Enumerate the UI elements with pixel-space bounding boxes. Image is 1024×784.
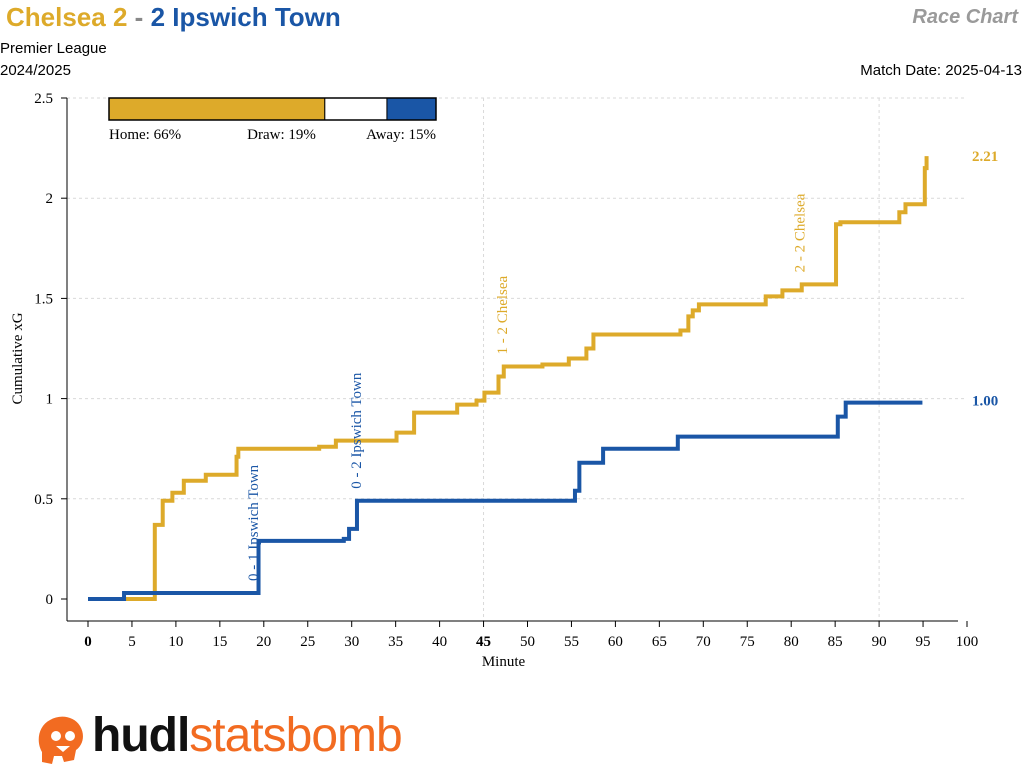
home-final-xg-label: 2.21 <box>972 149 998 165</box>
competition-name: Premier League <box>0 40 107 57</box>
x-tick-label: 80 <box>784 634 799 650</box>
x-tick-label: 100 <box>956 634 979 650</box>
x-tick-label: 20 <box>256 634 271 650</box>
draw-probability-label: Draw: 19% <box>247 127 316 143</box>
home-probability-segment <box>108 97 326 121</box>
away-score: 2 <box>150 2 166 32</box>
series-lines: 2.21 1.00 <box>88 149 998 601</box>
away-final-xg-label: 1.00 <box>972 394 998 410</box>
x-tick-label: 10 <box>168 634 183 650</box>
x-tick-label: 30 <box>344 634 359 650</box>
axes: 0 0.5 1 1.5 2 2.5 0 5 10 15 20 25 30 35 40 45 50 55 60 65 70… <box>34 91 978 650</box>
away-probability-segment <box>386 97 437 121</box>
x-tick-label: 35 <box>388 634 403 650</box>
x-tick-label: 25 <box>300 634 315 650</box>
goal-annotation: 0 - 1 Ipswich Town <box>246 464 262 581</box>
x-tick-label: 45 <box>476 634 491 650</box>
x-tick-label: 85 <box>828 634 843 650</box>
logo-text-statsbomb: statsbomb <box>189 709 402 762</box>
statsbomb-logo-icon <box>38 716 83 764</box>
probability-bar-frame <box>108 97 437 121</box>
x-tick-label: 95 <box>916 634 931 650</box>
y-axis-label: Cumulative xG <box>10 312 26 404</box>
match-title: Chelsea 2 - 2 Ipswich Town <box>6 2 341 33</box>
away-probability-label: Away: 15% <box>366 127 436 143</box>
x-tick-label: 0 <box>84 634 92 650</box>
goal-annotation: 1 - 2 Chelsea <box>495 275 511 354</box>
goal-annotation: 2 - 2 Chelsea <box>793 193 809 272</box>
y-tick-label: 1 <box>46 392 54 408</box>
y-tick-label: 0 <box>46 592 54 608</box>
home-team-name: Chelsea <box>6 2 106 32</box>
x-tick-label: 90 <box>872 634 887 650</box>
race-chart: Home: 66% Draw: 19% Away: 15% 0 0.5 1 1.5 2 2… <box>10 91 998 670</box>
draw-probability-segment <box>324 97 388 121</box>
y-tick-label: 0.5 <box>34 492 53 508</box>
x-tick-label: 5 <box>128 634 136 650</box>
x-tick-label: 15 <box>212 634 227 650</box>
x-tick-label: 50 <box>520 634 535 650</box>
x-tick-label: 40 <box>432 634 447 650</box>
logo-wordmark: hudlstatsbomb <box>92 708 403 763</box>
goal-annotation: 0 - 2 Ipswich Town <box>349 372 365 489</box>
x-tick-label: 55 <box>564 634 579 650</box>
y-tick-label: 2.5 <box>34 91 53 107</box>
y-tick-label: 2 <box>46 191 54 207</box>
goal-annotations: 0 - 1 Ipswich Town 0 - 2 Ipswich Town 1 - … <box>246 193 809 581</box>
win-probability-bar: Home: 66% Draw: 19% Away: 15% <box>108 97 437 143</box>
chart-header: Chelsea 2 - 2 Ipswich Town Race Chart Pr… <box>0 0 1024 90</box>
hudl-statsbomb-logo: hudlstatsbomb <box>34 708 414 772</box>
y-tick-label: 1.5 <box>34 291 53 307</box>
home-xg-line <box>88 156 929 601</box>
chart-type-label: Race Chart <box>912 6 1018 28</box>
x-tick-label: 75 <box>740 634 755 650</box>
x-tick-label: 70 <box>696 634 711 650</box>
logo-text-hudl: hudl <box>92 709 190 762</box>
x-axis-label: Minute <box>482 654 526 670</box>
away-xg-line <box>88 400 923 601</box>
grid-lines <box>67 97 967 621</box>
x-tick-label: 65 <box>652 634 667 650</box>
score-separator: - <box>134 2 144 32</box>
home-score: 2 <box>112 2 128 32</box>
away-team-name: Ipswich Town <box>172 2 341 32</box>
x-tick-label: 60 <box>608 634 623 650</box>
season-label: 2024/2025 <box>0 62 71 79</box>
match-date: Match Date: 2025-04-13 <box>860 62 1022 79</box>
home-probability-label: Home: 66% <box>109 127 181 143</box>
